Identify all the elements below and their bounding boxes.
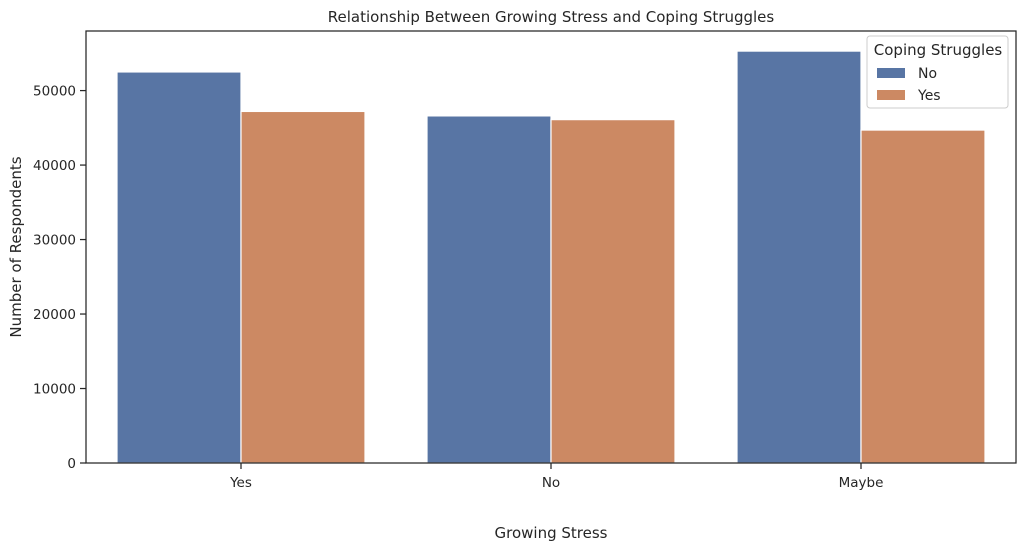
legend-swatch-no	[877, 68, 905, 78]
legend-label-yes: Yes	[917, 88, 941, 104]
legend-label-no: No	[918, 66, 937, 82]
y-tick-label: 30000	[33, 233, 76, 249]
y-axis: 0 10000 20000 30000 40000 50000	[33, 84, 86, 472]
x-tick-label: No	[542, 475, 560, 491]
x-axis: Yes No Maybe	[229, 463, 883, 491]
bar-no-no	[426, 115, 552, 464]
legend-items: No Yes	[877, 66, 941, 104]
bar-no-yes	[550, 119, 676, 464]
y-tick-label: 20000	[33, 307, 76, 323]
y-tick-label: 50000	[33, 84, 76, 100]
bar-yes-no	[116, 71, 242, 464]
legend-title: Coping Struggles	[874, 41, 1003, 59]
bars-layer	[116, 50, 986, 464]
x-tick-label: Yes	[229, 475, 252, 491]
y-axis-label: Number of Respondents	[7, 156, 25, 337]
y-tick-label: 0	[67, 456, 76, 472]
plot-frame	[85, 30, 1017, 464]
legend: Coping Struggles No Yes	[866, 35, 1009, 109]
bar-maybe-yes	[860, 129, 986, 464]
y-tick-label: 10000	[33, 382, 76, 398]
x-axis-label: Growing Stress	[495, 524, 608, 542]
bar-yes-yes	[240, 110, 366, 464]
chart-title: Relationship Between Growing Stress and …	[328, 8, 775, 26]
y-tick-label: 40000	[33, 158, 76, 174]
bar-maybe-no	[736, 50, 862, 464]
legend-swatch-yes	[877, 90, 905, 100]
x-tick-label: Maybe	[839, 475, 884, 491]
